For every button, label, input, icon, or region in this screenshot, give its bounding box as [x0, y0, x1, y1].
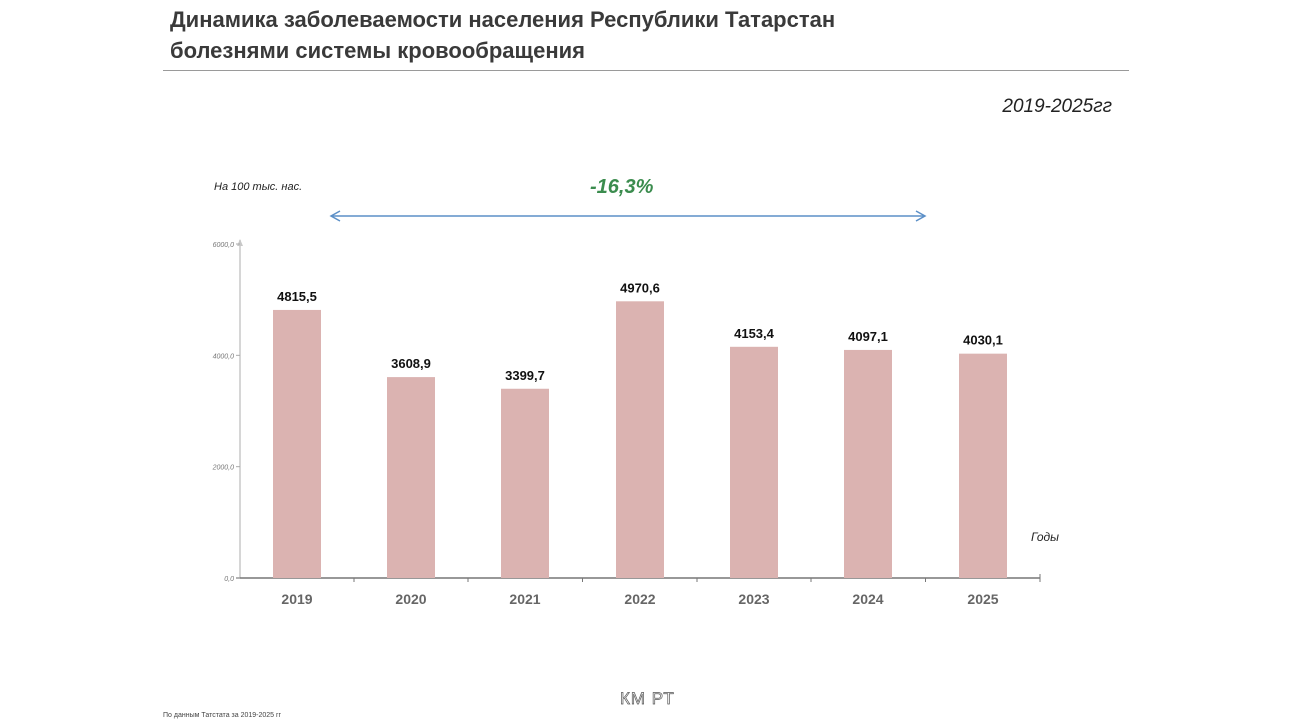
- title-line-1: Динамика заболеваемости населения Респуб…: [170, 7, 836, 32]
- data-label: 3608,9: [391, 356, 431, 371]
- x-axis-label: Годы: [1031, 530, 1059, 544]
- period-label: 2019-2025гг: [1002, 96, 1112, 117]
- y-tick-label: 0,0: [224, 576, 234, 583]
- data-label: 4153,4: [734, 326, 775, 341]
- y-axis-label: На 100 тыс. нас.: [214, 181, 303, 193]
- x-tick-label: 2021: [509, 591, 540, 607]
- y-axis-arrow: [237, 239, 243, 246]
- bar-2023: [730, 346, 778, 578]
- watermark: КМ РТ: [620, 689, 675, 709]
- data-label: 3399,7: [505, 368, 545, 383]
- change-annotation: -16,3%: [590, 176, 654, 198]
- bar-2021: [501, 388, 549, 578]
- bar-2024: [844, 349, 892, 578]
- x-tick-label: 2019: [281, 591, 312, 607]
- data-label: 4097,1: [848, 329, 888, 344]
- x-tick-label: 2022: [624, 591, 655, 607]
- bar-2020: [387, 377, 435, 578]
- page-title: Динамика заболеваемости населения Респуб…: [170, 4, 835, 66]
- x-tick-label: 2025: [967, 591, 998, 607]
- bar-2025: [959, 353, 1007, 578]
- data-label: 4970,6: [620, 280, 660, 295]
- x-tick-label: 2023: [738, 591, 769, 607]
- arrow-right-head: [915, 210, 927, 222]
- bar-2022: [616, 301, 664, 578]
- data-label: 4030,1: [963, 333, 1003, 348]
- y-tick-label: 2000,0: [212, 465, 235, 472]
- x-tick-label: 2024: [852, 591, 883, 607]
- title-divider: [163, 70, 1129, 71]
- source-note: По данным Татстата за 2019-2025 гг: [163, 712, 282, 719]
- y-tick-label: 6000,0: [213, 242, 235, 249]
- x-tick-label: 2020: [395, 591, 426, 607]
- data-label: 4815,5: [277, 289, 317, 304]
- bar-2019: [273, 309, 321, 578]
- title-line-2: болезнями системы кровообращения: [170, 38, 585, 63]
- y-tick-label: 4000,0: [213, 353, 235, 360]
- arrow-left-head: [329, 210, 341, 222]
